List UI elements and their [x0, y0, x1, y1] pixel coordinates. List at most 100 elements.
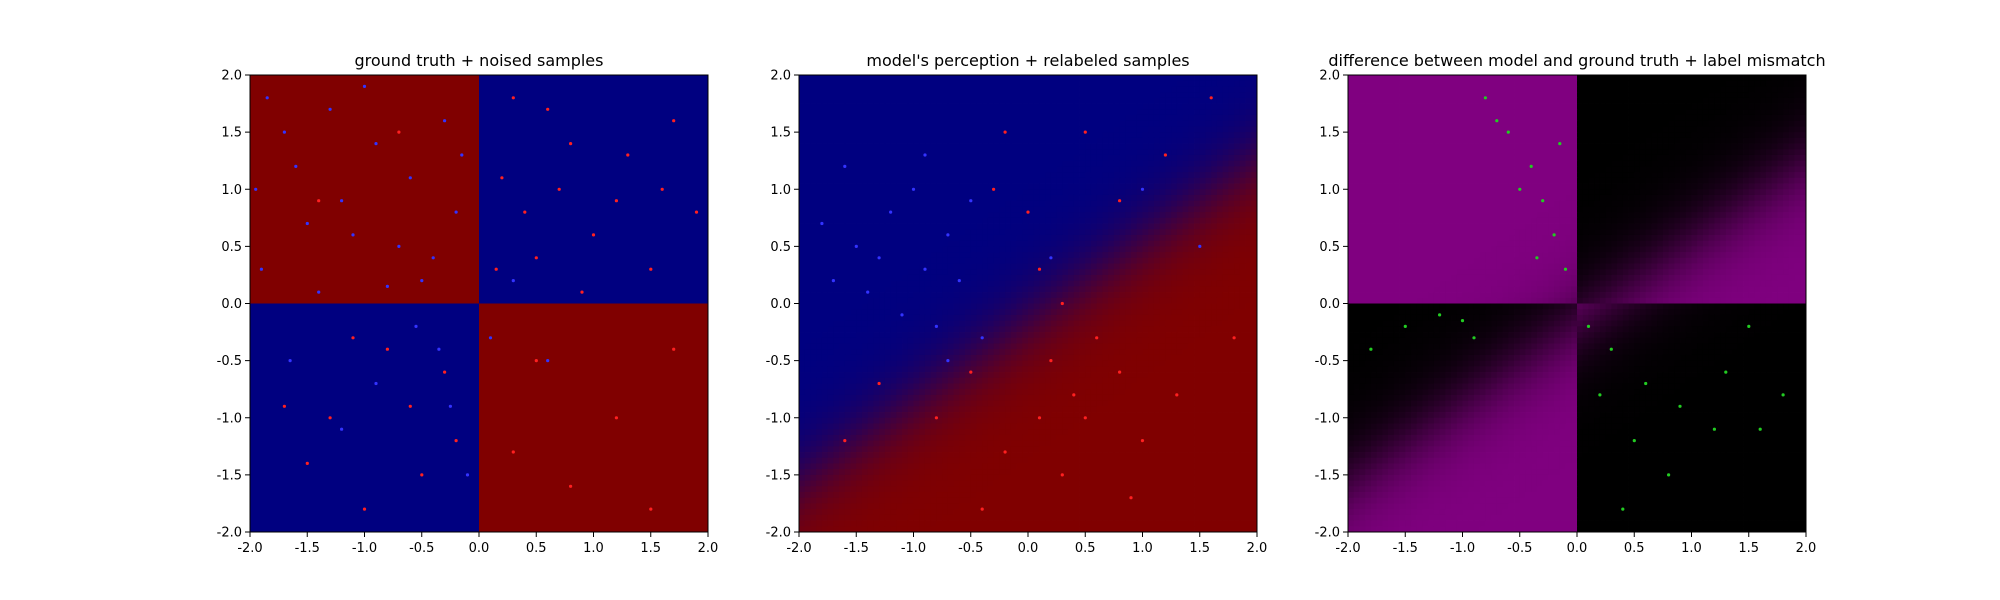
heatmap-cell: [1125, 97, 1132, 104]
heatmap-cell: [896, 372, 903, 379]
heatmap-cell: [827, 332, 834, 339]
heatmap-cell: [965, 92, 972, 99]
heatmap-cell: [884, 194, 892, 202]
heatmap-cell: [902, 143, 909, 150]
heatmap-cell: [827, 252, 834, 259]
heatmap-cell: [947, 383, 954, 390]
heatmap-cell: [821, 160, 829, 167]
heatmap-cell: [907, 97, 914, 104]
heatmap-cell: [1102, 269, 1109, 276]
heatmap-cell: [890, 394, 897, 402]
heatmap-cell: [907, 320, 914, 327]
heatmap-cell: [799, 154, 806, 162]
heatmap-cell: [1039, 120, 1046, 127]
heatmap-cell: [1159, 354, 1166, 362]
heatmap-cell: [1222, 177, 1229, 184]
heatmap-cell: [856, 292, 863, 299]
heatmap-cell: [936, 109, 943, 116]
heatmap-cell: [1062, 126, 1069, 133]
heatmap-cell: [919, 332, 926, 339]
heatmap-cell: [942, 372, 949, 379]
heatmap-cell: [856, 240, 863, 247]
heatmap-cell: [839, 212, 846, 219]
heatmap-cell: [970, 406, 977, 413]
heatmap-cell: [1056, 75, 1063, 82]
heatmap-cell: [1033, 97, 1040, 104]
heatmap-cell: [970, 252, 977, 259]
heatmap-cell: [924, 274, 932, 282]
heatmap-cell: [959, 343, 966, 350]
heatmap-cell: [924, 97, 932, 104]
heatmap-cell: [1039, 326, 1046, 333]
heatmap-cell: [1171, 149, 1178, 156]
heatmap-cell: [799, 200, 806, 207]
heatmap-cell: [930, 120, 937, 127]
heatmap-cell: [1251, 109, 1258, 116]
heatmap-cell: [936, 137, 943, 144]
heatmap-cell: [844, 389, 851, 396]
heatmap-cell: [1216, 337, 1224, 344]
heatmap-cell: [884, 309, 892, 316]
heatmap-cell: [1171, 366, 1178, 373]
heatmap-cell: [1016, 269, 1023, 276]
heatmap-cell: [1028, 332, 1035, 339]
heatmap-cell: [1222, 149, 1229, 156]
heatmap-cell: [850, 234, 857, 242]
heatmap-cell: [1050, 143, 1058, 150]
heatmap-cell: [919, 103, 926, 110]
heatmap-cell: [1062, 143, 1069, 150]
heatmap-cell: [896, 177, 903, 184]
heatmap-cell: [884, 212, 892, 219]
heatmap-cell: [1165, 126, 1172, 133]
heatmap-cell: [1176, 154, 1183, 162]
heatmap-cell: [1222, 126, 1229, 133]
heatmap-cell: [919, 320, 926, 327]
heatmap-cell: [902, 120, 909, 127]
heatmap-cell: [850, 217, 857, 224]
heatmap-cell: [999, 172, 1006, 179]
heatmap-cell: [970, 257, 977, 264]
heatmap-cell: [810, 274, 817, 282]
heatmap-cell: [1016, 166, 1023, 173]
heatmap-cell: [913, 206, 920, 213]
heatmap-cell: [861, 412, 869, 419]
heatmap-cell: [873, 97, 880, 104]
heatmap-cell: [833, 297, 840, 304]
heatmap-cell: [844, 337, 851, 344]
heatmap-cell: [879, 75, 886, 82]
heatmap-cell: [1079, 360, 1086, 367]
heatmap-cell: [999, 97, 1006, 104]
heatmap-cell: [1016, 286, 1023, 293]
heatmap-cell: [959, 372, 966, 379]
heatmap-cell: [1159, 314, 1166, 322]
heatmap-cell: [1148, 194, 1155, 202]
heatmap-cell: [947, 257, 954, 264]
heatmap-cell: [1096, 86, 1103, 93]
heatmap-cell: [1188, 263, 1195, 270]
heatmap-cell: [873, 263, 880, 270]
heatmap-cell: [1245, 366, 1252, 373]
heatmap-cell: [1234, 412, 1241, 419]
heatmap-cell: [1079, 400, 1086, 407]
heatmap-cell: [947, 320, 954, 327]
heatmap-cell: [947, 172, 954, 179]
heatmap-cell: [1228, 92, 1235, 99]
heatmap-cell: [930, 160, 937, 167]
heatmap-cell: [1033, 269, 1040, 276]
heatmap-cell: [827, 172, 834, 179]
heatmap-cell: [1039, 303, 1046, 310]
heatmap-cell: [1079, 343, 1086, 350]
heatmap-cell: [1171, 406, 1178, 413]
heatmap-cell: [1205, 194, 1212, 202]
heatmap-cell: [1165, 234, 1172, 242]
heatmap-cell: [1125, 280, 1132, 287]
heatmap-cell: [982, 160, 989, 167]
heatmap-cell: [1005, 80, 1012, 87]
heatmap-cell: [1159, 114, 1166, 122]
heatmap-cell: [1102, 292, 1109, 299]
heatmap-cell: [1251, 75, 1258, 82]
heatmap-cell: [976, 309, 983, 316]
heatmap-cell: [1113, 183, 1121, 190]
heatmap-cell: [999, 154, 1006, 162]
heatmap-cell: [1022, 194, 1029, 202]
